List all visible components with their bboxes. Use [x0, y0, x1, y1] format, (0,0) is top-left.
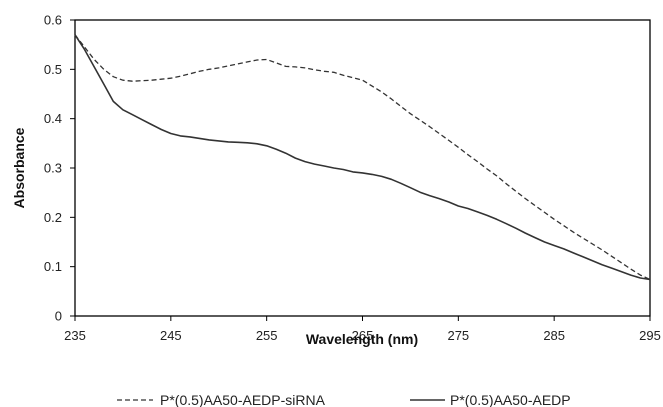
- legend-label-siRNA: P*(0.5)AA50-AEDP-siRNA: [160, 392, 326, 407]
- x-tick-label: 295: [639, 328, 661, 343]
- x-axis-ticks: 235 245 255 265 275 285 295: [64, 316, 661, 343]
- series-lines: [74, 34, 651, 281]
- y-tick-label: 0.2: [44, 210, 62, 225]
- series-line-siRNA: [74, 34, 651, 281]
- x-tick-label: 255: [256, 328, 278, 343]
- plot-frame: [74, 19, 651, 317]
- x-tick-label: 265: [352, 328, 374, 343]
- y-tick-label: 0.1: [44, 259, 62, 274]
- y-tick-label: 0: [55, 309, 62, 324]
- y-tick-label: 0.6: [44, 13, 62, 28]
- x-tick-label: 285: [543, 328, 565, 343]
- series-line-aedp: [74, 34, 651, 281]
- x-axis-title: Wavelength (nm): [306, 331, 418, 347]
- y-tick-label: 0.3: [44, 161, 62, 176]
- legend-label-aedp: P*(0.5)AA50-AEDP: [450, 392, 571, 407]
- y-axis-ticks: 0 0.1 0.2 0.3 0.4 0.5 0.6: [44, 13, 75, 324]
- legend: P*(0.5)AA50-AEDP-siRNA P*(0.5)AA50-AEDP: [117, 392, 571, 407]
- x-tick-label: 275: [447, 328, 469, 343]
- y-tick-label: 0.5: [44, 62, 62, 77]
- x-tick-label: 235: [64, 328, 86, 343]
- y-axis-title: Absorbance: [11, 127, 27, 208]
- x-tick-label: 245: [160, 328, 182, 343]
- y-tick-label: 0.4: [44, 111, 62, 126]
